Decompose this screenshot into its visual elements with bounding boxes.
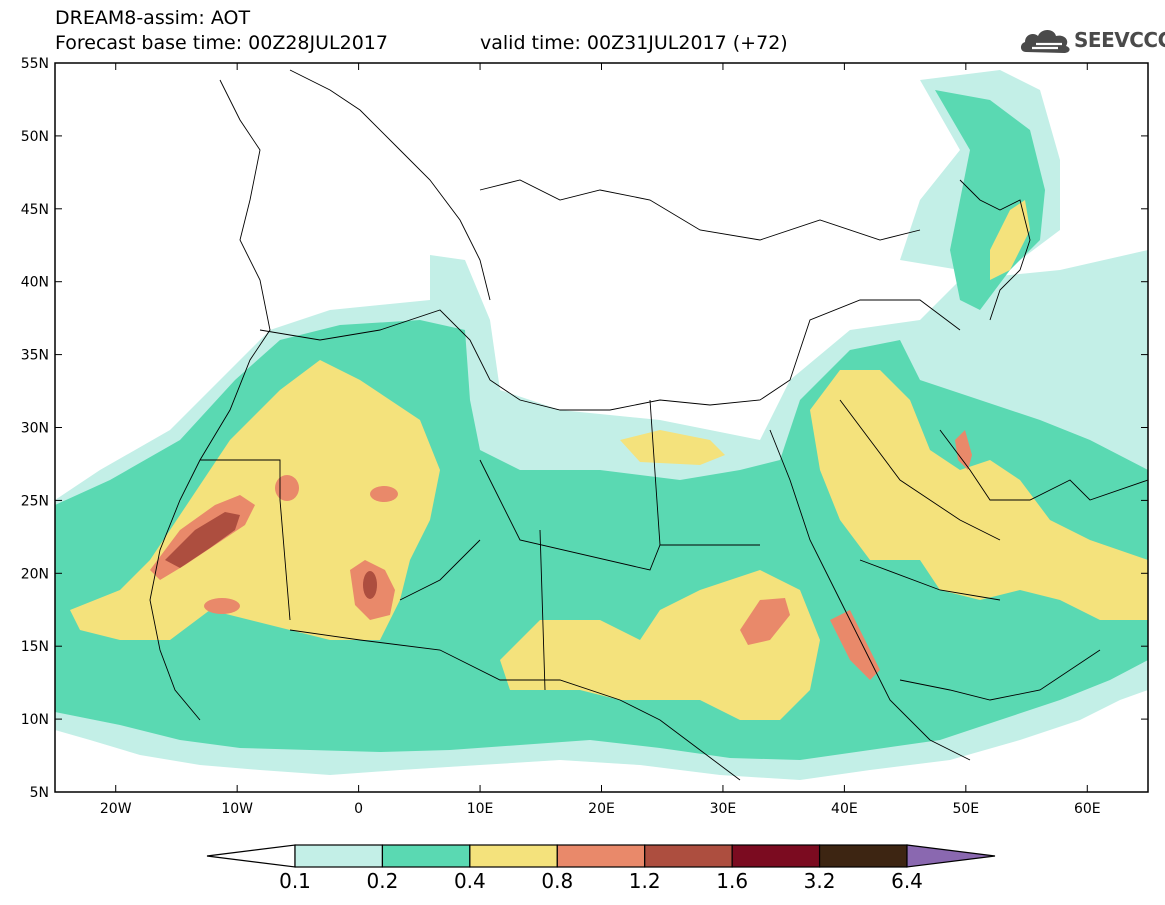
lat-label: 15N bbox=[21, 639, 49, 655]
colorbar-segment bbox=[644, 844, 733, 868]
colorbar-label: 0.8 bbox=[541, 869, 573, 893]
cloud-icon bbox=[1020, 30, 1070, 53]
lon-label: 10W bbox=[221, 801, 253, 817]
forecast-base-time: Forecast base time: 00Z28JUL2017 bbox=[55, 32, 388, 54]
colorbar-over bbox=[906, 844, 996, 868]
lat-label: 50N bbox=[21, 129, 49, 145]
lon-label: 40E bbox=[831, 801, 858, 817]
aot-contour-0.4-arabia bbox=[810, 370, 1148, 620]
aot-contour-1.2 bbox=[165, 512, 240, 568]
colorbar-segment bbox=[556, 844, 646, 868]
aot-contour-0.8-algeria bbox=[370, 486, 398, 502]
aot-contour-0.8-south bbox=[204, 598, 240, 614]
aot-field bbox=[55, 69, 1148, 781]
lon-label: 10E bbox=[467, 801, 494, 817]
colorbar-label: 0.2 bbox=[367, 869, 399, 893]
chart-title: DREAM8-assim: AOT bbox=[55, 7, 251, 29]
lon-label: 60E bbox=[1074, 801, 1101, 817]
logo-text: SEEVCCC bbox=[1074, 28, 1165, 52]
aot-contour-0.4-caspian bbox=[990, 200, 1030, 280]
lat-label: 30N bbox=[21, 421, 49, 437]
latitude-axis: 55N 50N 45N 40N 35N 30N 25N 20N 15N 10N 5N bbox=[21, 56, 1148, 801]
colorbar-label: 6.4 bbox=[891, 869, 923, 893]
aot-contour-0.4-libya bbox=[620, 430, 725, 465]
longitude-axis: 20W 10W 0 10E 20E 30E 40E 50E 60E bbox=[100, 63, 1101, 817]
colorbar-label: 0.4 bbox=[454, 869, 486, 893]
lat-label: 45N bbox=[21, 202, 49, 218]
lon-label: 20E bbox=[588, 801, 615, 817]
aot-contour-0.4-central bbox=[500, 570, 820, 720]
colorbar-under bbox=[206, 844, 296, 868]
lat-label: 25N bbox=[21, 493, 49, 509]
lat-label: 10N bbox=[21, 712, 49, 728]
colorbar-label: 1.6 bbox=[716, 869, 748, 893]
colorbar-segment bbox=[294, 844, 384, 868]
colorbar-segment bbox=[381, 844, 471, 868]
colorbar-label: 3.2 bbox=[804, 869, 836, 893]
colorbar-label: 0.1 bbox=[279, 869, 311, 893]
aot-contour-1.2-mali bbox=[363, 571, 377, 599]
coastlines bbox=[149, 69, 1148, 781]
aot-contour-0.8-gulf bbox=[955, 430, 972, 470]
lon-label: 50E bbox=[952, 801, 979, 817]
lon-label: 20W bbox=[100, 801, 132, 817]
aot-contour-0.8-sudan bbox=[740, 598, 790, 645]
lon-label: 0 bbox=[354, 801, 363, 817]
aot-contour-0.8-redsea bbox=[830, 610, 880, 680]
lat-label: 55N bbox=[21, 56, 49, 72]
colorbar-segment bbox=[818, 844, 908, 868]
colorbar-segment bbox=[469, 844, 558, 868]
lat-label: 20N bbox=[21, 566, 49, 582]
lat-label: 40N bbox=[21, 275, 49, 291]
lat-label: 35N bbox=[21, 348, 49, 364]
colorbar-label: 1.2 bbox=[629, 869, 661, 893]
valid-time: valid time: 00Z31JUL2017 (+72) bbox=[480, 32, 788, 54]
seevccc-logo: SEEVCCC bbox=[1018, 22, 1165, 58]
colorbar-segment bbox=[731, 844, 821, 868]
aot-contour-0.8-west bbox=[275, 475, 299, 501]
lat-label: 5N bbox=[30, 785, 49, 801]
lon-label: 30E bbox=[710, 801, 737, 817]
